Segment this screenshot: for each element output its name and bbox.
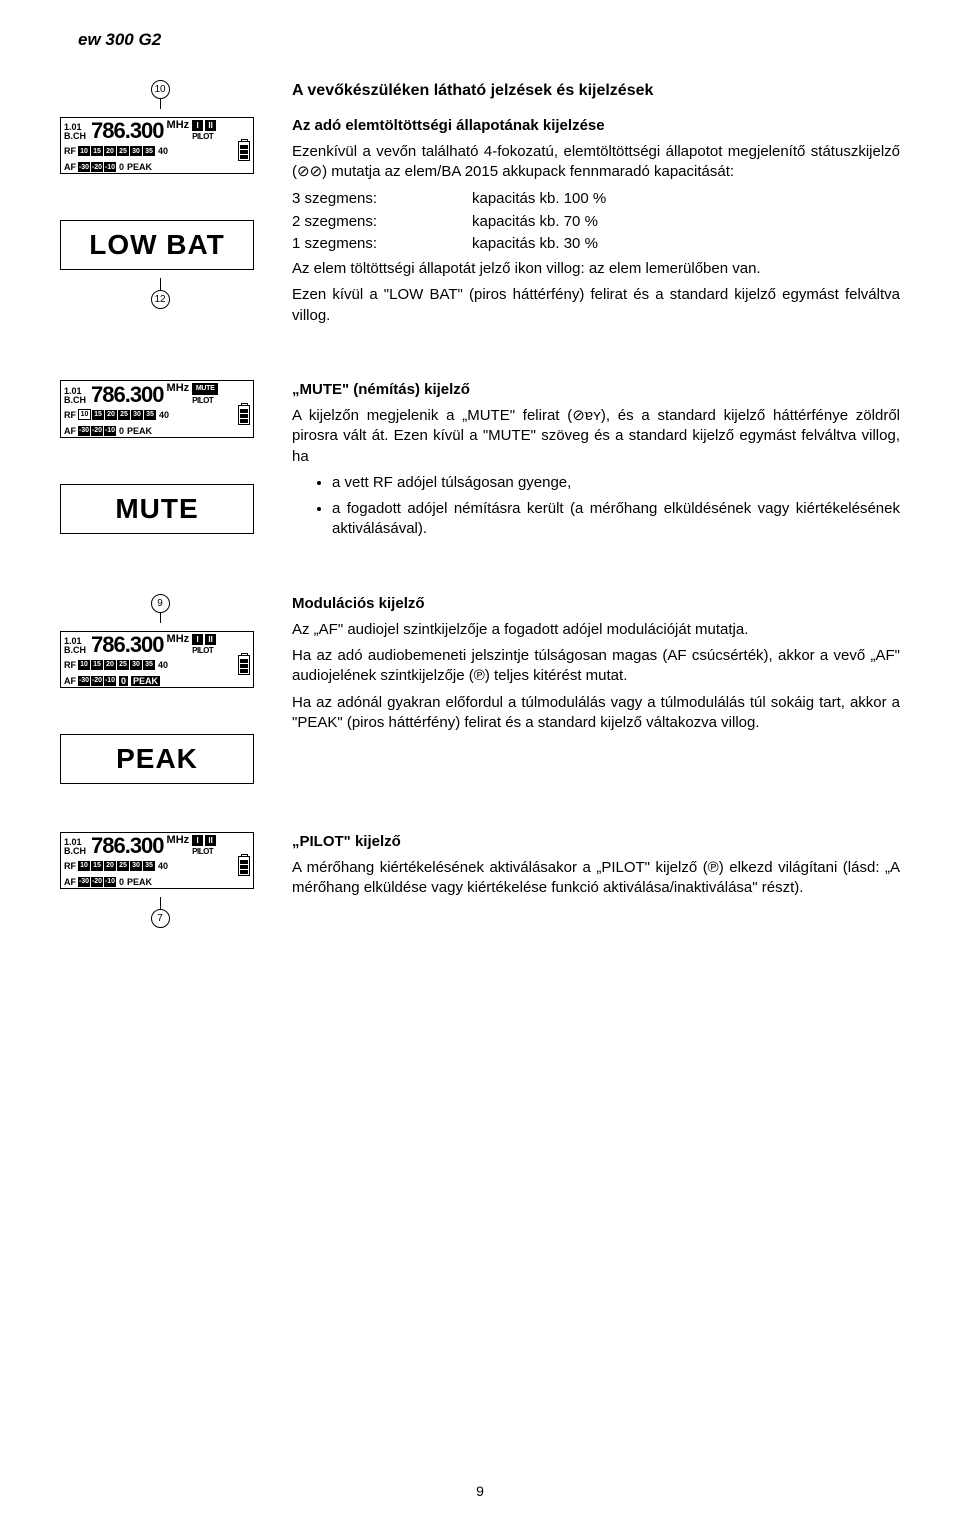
af-bars: -30 -20 -10 [78,676,116,686]
body-text: Ezen kívül a "LOW BAT" (piros háttérfény… [292,285,900,326]
callout-12: 12 [60,278,260,309]
page: ew 300 G2 10 1.01B.CH 786.300 MHz III PI… [0,0,960,1523]
bullet-list: a vett RF adójel túlságosan gyenge, a fo… [292,473,900,540]
lcd-display: 1.01B.CH 786.300 MHz MUTE PILOT RF 10 15… [60,380,254,438]
section-peak: 9 1.01B.CH 786.300 MHz III PILOT RF 10 [60,594,900,784]
section-title: A vevőkészüléken látható jelzések és kij… [292,80,900,102]
figure-pilot: 1.01B.CH 786.300 MHz III PILOT RF 10 15 … [60,832,260,928]
figure-peak: 9 1.01B.CH 786.300 MHz III PILOT RF 10 [60,594,260,784]
bigword-lowbat: LOW BAT [60,220,254,270]
lcd-display: 1.01B.CH 786.300 MHz III PILOT RF 10 15 … [60,832,254,889]
list-item: a fogadott adójel némításra került (a mé… [332,499,900,540]
lcd-display: 1.01B.CH 786.300 MHz III PILOT RF 10 15 … [60,631,254,688]
af-label: AF [64,676,76,686]
pilot-group: III PILOT [192,835,216,856]
body-text: Ezenkívül a vevőn található 4-fokozatú, … [292,142,900,183]
bch-label: 1.01B.CH [64,387,88,405]
peak-label: PEAK [127,426,152,436]
lcd-display: 1.01B.CH 786.300 MHz III PILOT RF 10 15 … [60,117,254,174]
af-bars: -30 -20 -10 [78,162,116,172]
capacity-table: 3 szegmens:kapacitás kb. 100 % 2 szegmen… [292,188,606,255]
text-pilot: „PILOT" kijelző A mérőhang kiértékelésén… [292,832,900,928]
bch-label: 1.01B.CH [64,637,88,655]
bch-label: 1.01B.CH [64,838,88,856]
af-label: AF [64,877,76,887]
rf-bars: 10 15 20 25 30 35 [78,146,155,156]
mute-group: MUTE PILOT [192,383,218,405]
section-pilot: 1.01B.CH 786.300 MHz III PILOT RF 10 15 … [60,832,900,928]
callout-tick [160,278,161,290]
af-label: AF [64,426,76,436]
rf-bars: 10 15 20 25 30 35 [78,660,155,670]
callout-circle: 9 [151,594,170,613]
page-number: 9 [0,1483,960,1499]
peak-label: PEAK [127,162,152,172]
bch-label: 1.01B.CH [64,123,88,141]
subsection-title: „MUTE" (némítás) kijelző [292,380,900,400]
pilot-group: III PILOT [192,634,216,655]
callout-circle: 12 [151,290,170,309]
callout-tick [160,897,161,909]
subsection-title: Az adó elemtöltöttségi állapotának kijel… [292,116,900,136]
freq-value: 786.300 [91,121,164,141]
rf-label: RF [64,410,76,420]
freq-value: 786.300 [91,836,164,856]
callout-10: 10 [60,80,260,109]
battery-icon [238,856,250,876]
rf-label: RF [64,146,76,156]
af-bars: -30 -20 -10 [78,877,116,887]
battery-icon [238,141,250,161]
body-text: A kijelzőn megjelenik a „MUTE" felirat (… [292,406,900,467]
callout-tick [160,613,161,623]
callout-9: 9 [60,594,260,623]
section-mute: 1.01B.CH 786.300 MHz MUTE PILOT RF 10 15… [60,380,900,546]
subsection-title: „PILOT" kijelző [292,832,900,852]
bigword-mute: MUTE [60,484,254,534]
body-text: Az elem töltöttségi állapotát jelző ikon… [292,259,900,279]
figure-mute: 1.01B.CH 786.300 MHz MUTE PILOT RF 10 15… [60,380,260,546]
rf-bars: 10 15 20 25 30 35 [78,409,156,420]
af-label: AF [64,162,76,172]
text-peak: Modulációs kijelző Az „AF" audiojel szin… [292,594,900,784]
rf-label: RF [64,861,76,871]
rf-bars: 10 15 20 25 30 35 [78,861,155,871]
text-lowbat: A vevőkészüléken látható jelzések és kij… [292,80,900,332]
mhz-label: MHz [167,634,190,645]
peak-label: PEAK [131,676,160,686]
mhz-label: MHz [167,835,190,846]
mhz-label: MHz [167,120,190,131]
doc-header: ew 300 G2 [78,30,900,50]
section-lowbat: 10 1.01B.CH 786.300 MHz III PILOT RF [60,80,900,332]
battery-icon [238,405,250,425]
peak-label: PEAK [127,877,152,887]
rf-label: RF [64,660,76,670]
bigword-peak: PEAK [60,734,254,784]
callout-tick [160,99,161,109]
figure-lowbat: 10 1.01B.CH 786.300 MHz III PILOT RF [60,80,260,332]
freq-value: 786.300 [91,635,164,655]
text-mute: „MUTE" (némítás) kijelző A kijelzőn megj… [292,380,900,546]
body-text: A mérőhang kiértékelésének aktiválásakor… [292,858,900,899]
callout-circle: 7 [151,909,170,928]
callout-circle: 10 [151,80,170,99]
pilot-group: III PILOT [192,120,216,141]
body-text: Ha az adónál gyakran előfordul a túlmodu… [292,693,900,734]
body-text: Ha az adó audiobemeneti jelszintje túlsá… [292,646,900,687]
battery-icon [238,655,250,675]
mhz-label: MHz [167,383,190,394]
af-bars: -30 -20 -10 [78,426,116,436]
callout-7: 7 [60,897,260,928]
subsection-title: Modulációs kijelző [292,594,900,614]
list-item: a vett RF adójel túlságosan gyenge, [332,473,900,493]
freq-value: 786.300 [91,385,164,405]
body-text: Az „AF" audiojel szintkijelzője a fogado… [292,620,900,640]
